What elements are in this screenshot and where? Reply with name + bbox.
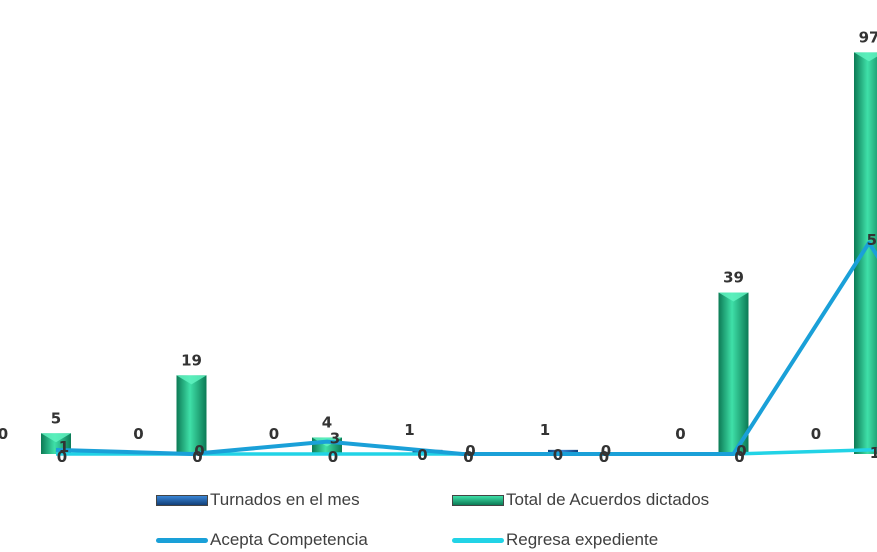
label-acuerdos-1: 19 (181, 351, 202, 369)
bar-acuerdos-6 (854, 52, 877, 455)
line-acepta-competencia (55, 240, 877, 456)
label-regresa-2: 0 (328, 448, 338, 466)
bar-acuerdos-top-1 (176, 375, 207, 385)
bar-acuerdos-top-0 (41, 433, 71, 443)
label-acepta-3: 0 (465, 442, 475, 460)
label-regresa-3: 0 (463, 448, 473, 466)
label-acuerdos-6: 97 (859, 28, 877, 46)
label-acuerdos-2: 4 (322, 413, 332, 431)
label-turnados-3: 1 (404, 421, 414, 439)
label-turnados-0: 0 (0, 425, 8, 443)
label-turnados-5: 0 (675, 425, 685, 443)
label-acuerdos-3: 0 (417, 446, 427, 464)
chart-legend: Turnados en el mes Total de Acuerdos dic… (0, 478, 877, 552)
bar-acuerdos-5 (718, 292, 749, 454)
label-acepta-4: 0 (601, 442, 611, 460)
chart-plot: 0001100151940039972100000011103000510 (0, 28, 877, 466)
legend-item-acuerdos: Total de Acuerdos dictados (452, 490, 709, 510)
legend-item-regresa: Regresa expediente (452, 530, 658, 550)
label-turnados-6: 0 (811, 425, 821, 443)
legend-swatch-turnados (156, 494, 208, 506)
legend-item-turnados: Turnados en el mes (156, 490, 360, 510)
bar-turnados-4 (548, 449, 578, 454)
label-acuerdos-0: 5 (51, 409, 61, 427)
label-regresa-0: 0 (57, 448, 67, 466)
bar-acuerdos-top-5 (718, 292, 749, 302)
label-acepta-1: 0 (194, 442, 204, 460)
label-regresa-6: 1 (870, 444, 877, 462)
legend-label-acepta: Acepta Competencia (210, 530, 368, 549)
label-acepta-6: 51 (867, 231, 877, 249)
legend-label-turnados: Turnados en el mes (210, 490, 360, 509)
bar-acuerdos-top-6 (854, 52, 877, 62)
label-turnados-1: 0 (133, 425, 143, 443)
label-regresa-5: 0 (734, 448, 744, 466)
legend-swatch-acuerdos (452, 494, 504, 506)
legend-swatch-acepta (156, 537, 208, 543)
legend-label-acuerdos: Total de Acuerdos dictados (506, 490, 710, 509)
legend-swatch-regresa (452, 537, 504, 543)
legend-item-acepta: Acepta Competencia (156, 530, 368, 550)
bar-acuerdos-1 (176, 375, 207, 454)
label-acepta-0: 1 (59, 438, 69, 456)
label-acepta-2: 3 (330, 430, 340, 448)
label-regresa-4: 0 (599, 448, 609, 466)
label-turnados-2: 0 (269, 425, 279, 443)
label-acuerdos-5: 39 (723, 269, 744, 287)
legend-label-regresa: Regresa expediente (506, 530, 659, 549)
label-turnados-4: 1 (540, 421, 550, 439)
label-acepta-5: 0 (736, 442, 746, 460)
label-acuerdos-4: 0 (553, 446, 563, 464)
label-regresa-1: 0 (192, 448, 202, 466)
